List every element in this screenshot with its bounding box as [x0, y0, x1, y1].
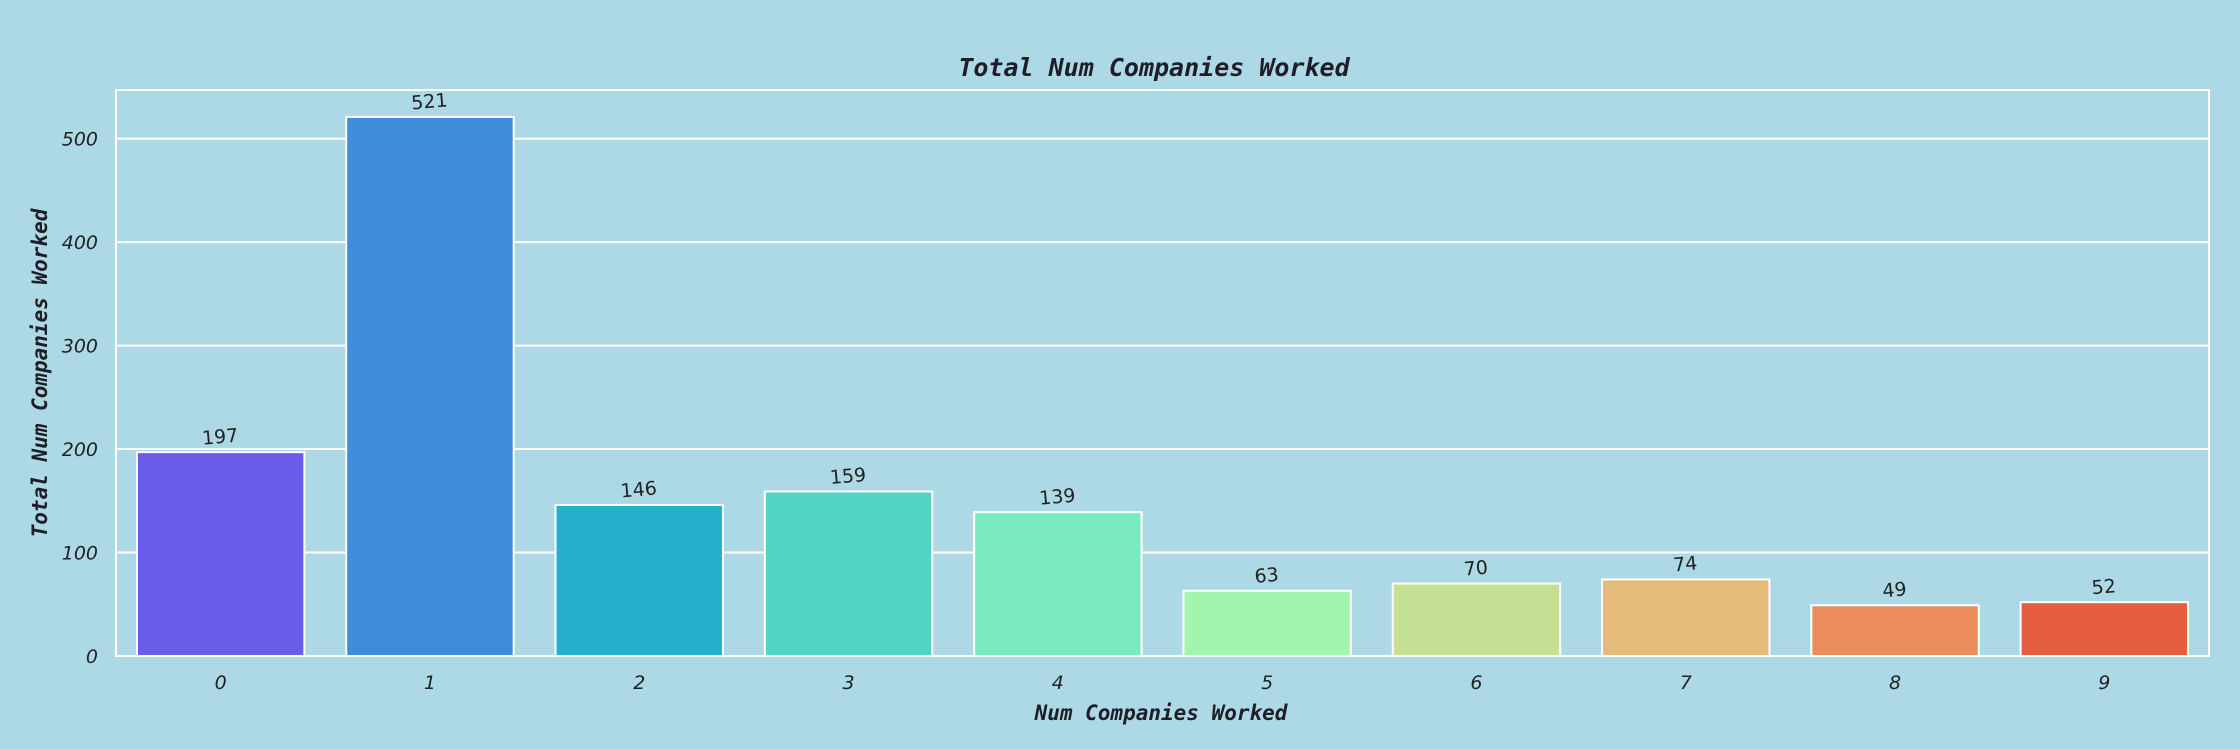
y-tick-label: 100 — [62, 543, 98, 565]
bar-0 — [135, 451, 306, 657]
y-tick-label: 400 — [62, 232, 98, 254]
x-axis-ticks: 0 1 2 3 4 5 6 7 8 9 — [215, 672, 2111, 694]
bar-value-label: 63 — [1254, 564, 1280, 588]
bar-value-labels: 197 521 146 159 139 63 70 74 49 52 — [201, 89, 2117, 602]
bar-6 — [1391, 582, 1562, 657]
y-axis-ticks: 0 100 200 300 400 500 — [62, 129, 98, 668]
y-tick-label: 200 — [62, 439, 98, 461]
x-tick-label: 6 — [1470, 672, 1482, 694]
y-tick-label: 0 — [86, 646, 98, 668]
bar-value-label: 74 — [1672, 552, 1698, 576]
x-tick-label: 7 — [1680, 672, 1692, 694]
bar-8 — [1810, 604, 1980, 657]
bar-value-label: 52 — [2091, 575, 2117, 599]
x-tick-label: 1 — [424, 672, 436, 694]
x-tick-label: 0 — [215, 672, 227, 694]
chart-title: Total Num Companies Worked — [958, 53, 1350, 82]
x-axis-label: Num Companies Worked — [1034, 701, 1289, 725]
plot-frame — [115, 89, 2210, 657]
x-tick-label: 4 — [1052, 672, 1064, 694]
x-tick-label: 8 — [1889, 672, 1901, 694]
bar-2 — [554, 503, 724, 658]
bar-value-label: 159 — [829, 464, 867, 489]
y-axis-label: Total Num Companies Worked — [28, 207, 52, 537]
x-tick-label: 3 — [843, 672, 855, 694]
bars — [135, 115, 2190, 658]
bar-5 — [1182, 589, 1352, 658]
bar-value-label: 49 — [1882, 578, 1908, 602]
bar-1 — [345, 115, 515, 657]
bar-value-label: 521 — [410, 89, 448, 114]
bar-value-label: 139 — [1038, 485, 1076, 510]
x-tick-label: 2 — [633, 672, 645, 694]
y-tick-label: 300 — [62, 336, 98, 358]
x-tick-label: 9 — [2098, 672, 2110, 694]
bar-3 — [763, 490, 934, 657]
bar-9 — [2019, 601, 2190, 658]
bar-4 — [973, 511, 1143, 658]
bar-value-label: 146 — [620, 477, 658, 502]
bar-value-label: 70 — [1463, 557, 1489, 581]
bar-value-label: 197 — [201, 425, 239, 450]
x-tick-label: 5 — [1261, 672, 1273, 694]
y-tick-label: 500 — [62, 129, 98, 151]
bar-7 — [1601, 578, 1771, 658]
